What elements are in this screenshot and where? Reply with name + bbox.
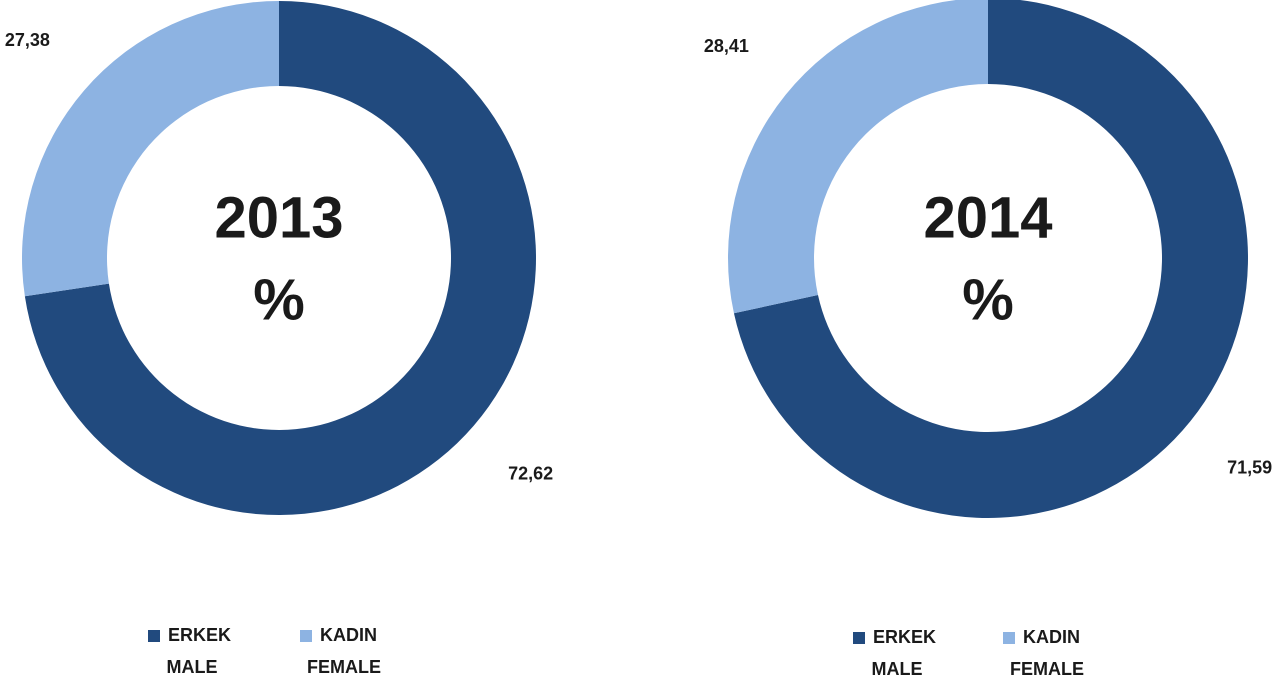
legend-label: FEMALE: [307, 657, 381, 677]
legend-label: ERKEK: [168, 625, 231, 645]
data-label: 28,41: [704, 36, 749, 56]
legend-label: MALE: [167, 657, 218, 677]
data-label: 27,38: [5, 30, 50, 50]
center-title: 2013: [214, 185, 343, 250]
legend-label: KADIN: [320, 625, 377, 645]
donut-segment: [728, 0, 988, 314]
legend-swatch: [853, 632, 865, 644]
legend-label: KADIN: [1023, 627, 1080, 647]
donut-segment: [733, 0, 1248, 518]
legend-label: ERKEK: [873, 627, 936, 647]
data-label: 71,59: [1227, 458, 1272, 478]
donut-segment: [21, 1, 279, 297]
legend-label: MALE: [872, 659, 923, 679]
center-subtitle: %: [253, 267, 305, 332]
data-label: 72,62: [508, 463, 553, 483]
legend-swatch: [1003, 632, 1015, 644]
legend-swatch: [148, 630, 160, 642]
donut-segment: [24, 1, 536, 515]
legend-label: FEMALE: [1010, 659, 1084, 679]
legend-swatch: [300, 630, 312, 642]
center-title: 2014: [923, 185, 1052, 250]
center-subtitle: %: [962, 267, 1014, 332]
